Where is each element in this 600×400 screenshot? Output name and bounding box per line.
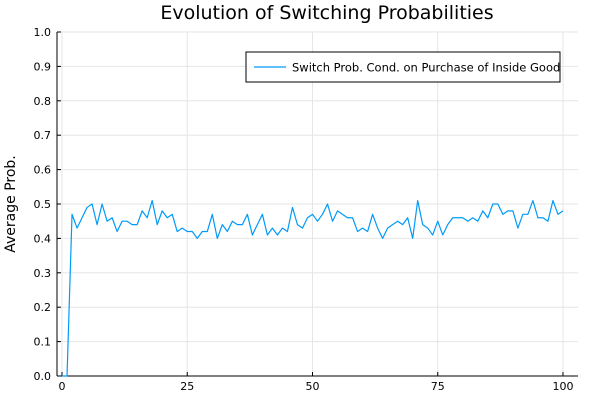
y-tick-label: 0.2 [34, 301, 52, 314]
legend: Switch Prob. Cond. on Purchase of Inside… [245, 51, 561, 83]
legend-label: Switch Prob. Cond. on Purchase of Inside… [292, 61, 560, 75]
y-axis-label: Average Prob. [3, 155, 19, 253]
y-tick-label: 0.5 [34, 198, 52, 211]
plot-area: 0 25 50 75 100 0.00.10.20.30.40.50.60.70.80.… [34, 26, 578, 393]
x-tick-label: 100 [552, 380, 573, 393]
x-tick-label: 75 [431, 380, 445, 393]
y-tick-label: 0.4 [34, 232, 52, 245]
chart-title: Evolution of Switching Probabilities [160, 2, 493, 24]
y-tick-label: 0.7 [34, 129, 52, 142]
y-tick-label: 1.0 [34, 26, 52, 39]
x-tick-label: 50 [305, 380, 319, 393]
grid-lines [57, 31, 578, 377]
y-tick-label: 0.1 [34, 336, 52, 349]
series-lines [62, 199, 564, 377]
y-tick-label: 0.0 [34, 370, 52, 383]
legend-box [245, 51, 561, 83]
y-tick-label: 0.3 [34, 267, 52, 280]
series-line [62, 199, 564, 377]
y-tick-label: 0.9 [34, 60, 52, 73]
y-axis-ticks: 0.0 0.1 0.2 0.3 0.4 0.5 0.6 0.7 0.8 0.9 1.0 [34, 26, 61, 383]
x-tick-label: 25 [180, 380, 194, 393]
x-axis-ticks: 0 25 50 75 100 [59, 372, 573, 393]
y-tick-label: 0.6 [34, 164, 52, 177]
x-tick-label: 0 [59, 380, 66, 393]
y-tick-label: 0.8 [34, 95, 52, 108]
